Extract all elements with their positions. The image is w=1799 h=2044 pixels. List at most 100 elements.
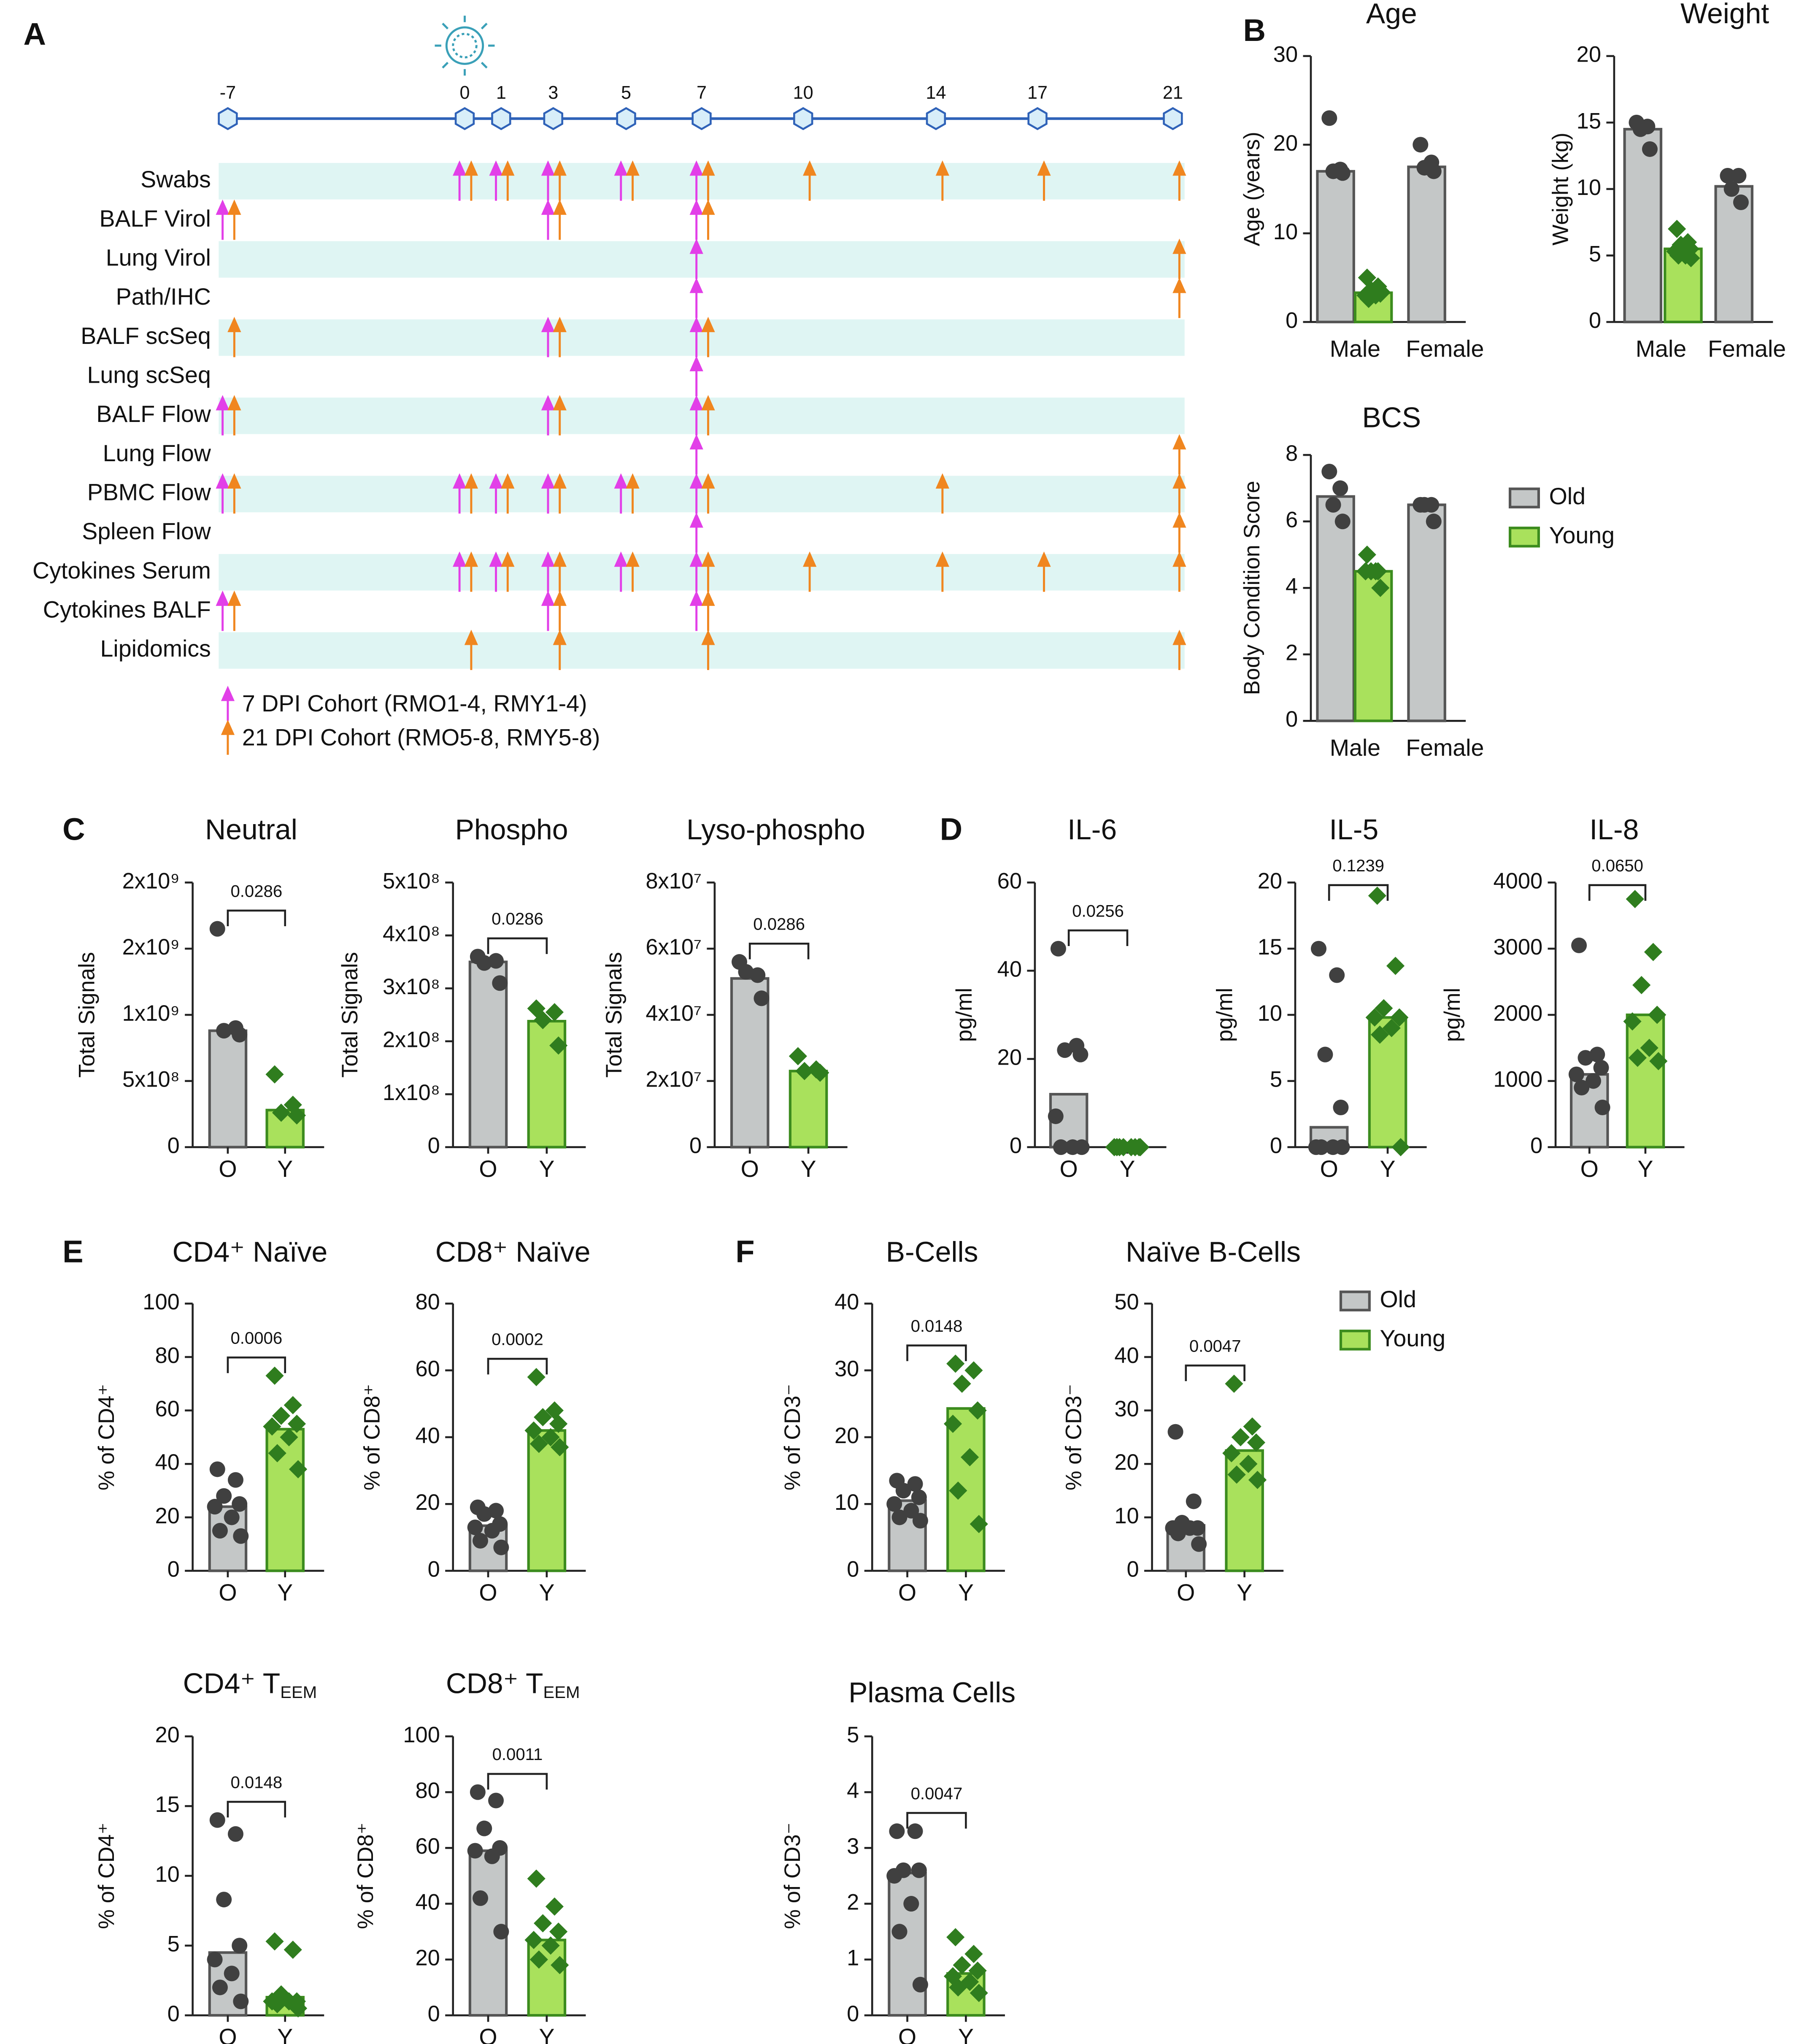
- data-point: [953, 1956, 971, 1974]
- y-tick-label: 60: [416, 1834, 440, 1859]
- data-point: [1321, 110, 1337, 126]
- row-stripe: [219, 476, 1185, 513]
- y-tick-label: 0: [167, 1133, 180, 1158]
- data-point: [1669, 246, 1688, 265]
- y-tick-label: 5: [847, 1722, 859, 1747]
- y-tick-label: 40: [1114, 1343, 1139, 1368]
- arrow: [689, 238, 703, 279]
- data-point: [492, 975, 508, 991]
- y-axis-label: Weight (kg): [1548, 132, 1573, 245]
- row-label: Lung Flow: [103, 440, 211, 466]
- y-tick-label: 20: [1273, 131, 1298, 156]
- row-stripe: [219, 319, 1185, 356]
- p-value: 0.0006: [230, 1328, 282, 1347]
- data-point: [467, 1843, 483, 1859]
- arrow: [227, 395, 241, 435]
- chart-title: Neutral: [205, 814, 297, 846]
- arrow: [216, 199, 230, 240]
- x-tick-label: O: [479, 1156, 497, 1182]
- arrow: [701, 160, 715, 201]
- y-tick-label: 8x10⁷: [646, 868, 702, 893]
- arrow: [935, 160, 949, 201]
- arrow: [464, 551, 478, 592]
- data-point: [912, 1513, 928, 1529]
- y-tick-label: 10: [1114, 1503, 1139, 1528]
- arrow: [541, 316, 555, 357]
- x-tick-label: O: [479, 2024, 497, 2044]
- chart-title: CD4⁺ TEEM: [183, 1668, 317, 1701]
- data-point: [207, 1499, 223, 1515]
- bar: [730, 977, 770, 1149]
- y-tick-label: 100: [143, 1290, 179, 1314]
- significance-bracket: [906, 1344, 967, 1361]
- arrow: [227, 473, 241, 514]
- data-point: [1332, 480, 1348, 496]
- y-tick-label: 10: [1577, 175, 1601, 200]
- significance-bracket: [227, 1801, 286, 1818]
- data-point: [1390, 1008, 1409, 1027]
- y-tick-label: 40: [416, 1423, 440, 1448]
- arrow: [689, 199, 703, 240]
- arrow: [553, 316, 567, 357]
- data-point: [789, 1047, 807, 1065]
- data-point: [284, 1941, 302, 1959]
- data-point: [472, 1533, 489, 1549]
- bar: [1407, 165, 1446, 324]
- x-tick-label: O: [898, 2024, 916, 2044]
- p-value: 0.0047: [1189, 1336, 1241, 1355]
- timeline-tick: [543, 107, 563, 130]
- data-point: [1672, 235, 1690, 254]
- arrow: [614, 551, 628, 592]
- significance-bracket: [1067, 929, 1129, 946]
- y-tick-label: 20: [835, 1423, 859, 1448]
- x-tick-label: Y: [539, 1579, 554, 1606]
- data-point: [1222, 1444, 1241, 1463]
- data-point: [527, 999, 546, 1018]
- row-label: BALF scSeq: [81, 323, 211, 349]
- data-point: [484, 1848, 500, 1864]
- y-tick-label: 20: [1577, 42, 1601, 67]
- y-tick-label: 15: [1258, 935, 1282, 960]
- arrow: [464, 630, 478, 670]
- arrow: [489, 551, 503, 592]
- chart-title: Plasma Cells: [848, 1677, 1016, 1709]
- y-tick-label: 40: [997, 957, 1022, 981]
- panel-label: B: [1243, 13, 1266, 48]
- panel-label: C: [62, 812, 85, 847]
- significance-bracket: [487, 937, 548, 954]
- data-point: [1239, 1455, 1258, 1473]
- y-axis-label: pg/ml: [1212, 988, 1237, 1042]
- chart-title: Age: [1366, 0, 1417, 30]
- y-tick-label: 5: [1589, 241, 1601, 266]
- title-subscript: EEM: [543, 1683, 580, 1702]
- y-axis-label: Age (years): [1240, 132, 1264, 246]
- row-stripe: [219, 554, 1185, 591]
- bar: [1626, 1013, 1665, 1149]
- data-point: [1247, 1433, 1265, 1452]
- arrow: [216, 590, 230, 631]
- data-point: [946, 1928, 965, 1947]
- data-point: [527, 1368, 546, 1387]
- data-point: [534, 1914, 552, 1933]
- p-value: 0.1239: [1332, 856, 1384, 875]
- legend-label: Young: [1380, 1325, 1445, 1351]
- data-point: [488, 1503, 504, 1519]
- row-label: Swabs: [140, 166, 211, 192]
- timeline-tick-label: -7: [220, 83, 236, 103]
- row-label: Cytokines BALF: [43, 597, 211, 623]
- timeline-tick: [218, 107, 238, 130]
- y-tick-label: 60: [155, 1396, 179, 1421]
- y-tick-label: 6x10⁷: [646, 935, 702, 960]
- row-label: Cytokines Serum: [32, 557, 211, 584]
- data-point: [1225, 1374, 1243, 1393]
- arrow: [626, 551, 640, 592]
- data-point: [1310, 941, 1327, 957]
- timeline-tick: [616, 107, 636, 130]
- y-tick-label: 1000: [1494, 1067, 1543, 1092]
- data-point: [493, 1539, 509, 1555]
- legend-label: 7 DPI Cohort (RMO1-4, RMY1-4): [242, 690, 587, 716]
- arrow: [553, 630, 567, 670]
- data-point: [289, 1460, 308, 1479]
- data-point: [1413, 137, 1429, 153]
- data-point: [289, 1999, 308, 2018]
